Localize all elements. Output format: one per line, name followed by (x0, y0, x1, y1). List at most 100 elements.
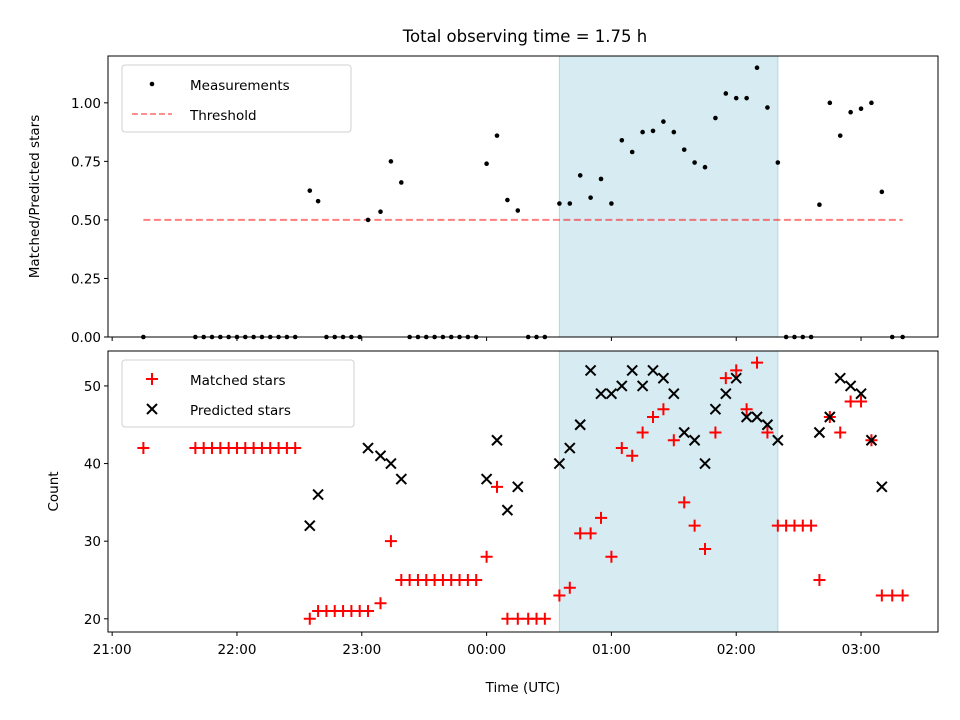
matched-star-point (751, 356, 764, 369)
predicted-star-point (312, 488, 324, 501)
bottom-xtick-label: 03:00 (842, 642, 881, 658)
measurement-point (681, 147, 687, 152)
top-ytick-label: 0.25 (71, 271, 101, 287)
matched-star-point (636, 426, 649, 439)
matched-star-point (137, 442, 150, 455)
bottom-plot-frame (107, 350, 939, 633)
predicted-star-point (678, 426, 690, 439)
predicted-star-point (616, 380, 628, 392)
measurement-point (307, 188, 313, 193)
legend-measurements-label: Measurements (190, 78, 290, 94)
top-legend-box (121, 64, 352, 133)
bottom-legend-box (121, 359, 355, 428)
matched-star-point (303, 612, 316, 625)
measurement-point (817, 202, 822, 207)
matched-star-point (605, 550, 618, 563)
measurement-point (619, 138, 625, 143)
legend-matched-marker (146, 373, 158, 385)
bottom-xtick-label: 21:00 (93, 642, 132, 658)
measurement-point (388, 159, 394, 164)
predicted-star-point (699, 457, 711, 470)
legend-matched-label: Matched stars (190, 373, 286, 389)
matched-star-point (511, 612, 524, 625)
legend-threshold-label: Threshold (189, 108, 257, 124)
measurement-point (827, 100, 833, 106)
predicted-star-point (720, 387, 732, 400)
predicted-star-point (740, 411, 753, 423)
bottom-legend: Matched stars Predicted stars (121, 359, 355, 428)
measurement-point (723, 91, 729, 96)
predicted-star-point (584, 364, 597, 377)
bottom-panel: 20 30 40 50 21:00 22:00 23:00 00:00 01:00 02:00 0… (46, 350, 939, 696)
measurement-point (744, 95, 749, 101)
predicted-star-point (834, 372, 846, 384)
measurement-point (515, 208, 521, 213)
measurement-point (754, 65, 760, 71)
matched-star-point (480, 550, 493, 563)
matched-star-point (289, 442, 302, 455)
measurement-point (879, 189, 885, 195)
matched-star-point (490, 480, 503, 493)
bottom-ylabel: Count (46, 471, 62, 511)
measurement-point (557, 201, 562, 206)
bottom-xtick-label: 23:00 (342, 642, 381, 658)
matched-star-point (595, 511, 608, 524)
matched-star-point (844, 395, 857, 408)
predicted-star-point (761, 419, 774, 431)
predicted-star-point (595, 387, 607, 400)
matched-star-point (678, 496, 691, 509)
measurement-point (733, 95, 739, 101)
top-plot-frame (107, 55, 939, 338)
x-axis-label: Time (UTC) (485, 680, 561, 696)
bottom-observing-span (558, 350, 779, 633)
matched-star-point (761, 426, 774, 439)
top-ytick-label: 0.75 (71, 154, 101, 170)
bottom-xtick-label: 22:00 (218, 642, 257, 658)
bottom-ytick-label: 40 (84, 457, 101, 473)
matched-star-point (374, 597, 387, 610)
top-legend: Measurements Threshold (121, 64, 352, 133)
predicted-star-point (647, 364, 659, 377)
predicted-star-point (657, 372, 670, 384)
measurement-point (494, 133, 500, 138)
top-ytick-label: 1.00 (71, 96, 101, 112)
bottom-ytick-label: 20 (84, 612, 101, 628)
matched-star-point (584, 527, 597, 540)
measurement-point (848, 109, 853, 115)
measurement-point (378, 209, 383, 215)
matched-star-point (574, 527, 587, 540)
measurement-point (765, 105, 770, 110)
legend-predicted-marker (146, 403, 158, 415)
matched-star-point (470, 573, 483, 586)
matched-star-point (730, 364, 743, 377)
top-ylabel: Matched/Predicted stars (27, 115, 43, 278)
matched-star-point (740, 403, 753, 416)
measurement-point (315, 198, 321, 204)
predicted-star-point (751, 411, 763, 423)
predicted-star-point (636, 380, 649, 392)
predicted-star-point (876, 481, 888, 493)
bottom-ytick-label: 50 (84, 379, 101, 395)
measurement-point (869, 100, 874, 106)
matched-star-point (813, 573, 826, 586)
measurement-point (692, 160, 697, 165)
predicted-star-point (865, 434, 878, 446)
bottom-xtick-label: 01:00 (592, 642, 631, 658)
matched-star-point (709, 426, 722, 439)
matched-star-point (657, 403, 670, 416)
measurement-point (505, 197, 510, 203)
bottom-ytick-label: 30 (84, 534, 101, 550)
matched-star-point (834, 426, 847, 439)
predicted-star-point (491, 434, 503, 446)
measurement-point (640, 129, 645, 135)
predicted-star-point (374, 450, 387, 462)
predicted-star-point (844, 380, 857, 392)
matched-star-point (886, 589, 899, 602)
matched-star-point (667, 434, 680, 447)
chart-title: Total observing time = 1.75 h (402, 27, 647, 46)
predicted-star-point (772, 434, 784, 446)
predicted-star-point (605, 387, 618, 400)
predicted-star-point (480, 473, 493, 485)
predicted-star-point (824, 411, 836, 423)
predicted-star-point (626, 364, 638, 377)
